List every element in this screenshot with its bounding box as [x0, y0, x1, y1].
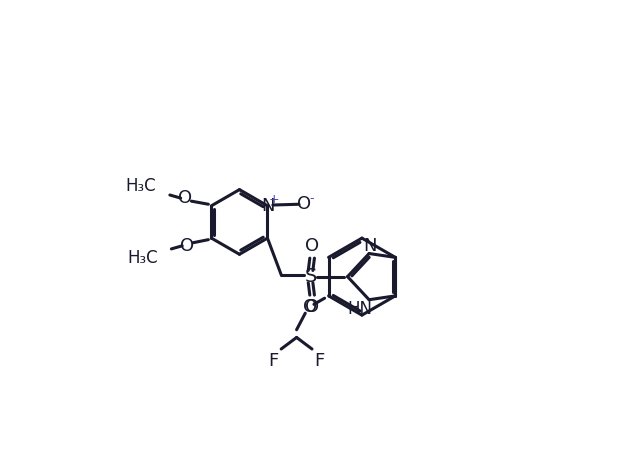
Text: HN: HN — [348, 300, 372, 318]
Text: O: O — [178, 189, 193, 207]
Text: N: N — [363, 237, 376, 255]
Text: O: O — [305, 237, 319, 255]
Text: F: F — [268, 352, 278, 370]
Text: N: N — [262, 197, 275, 215]
Text: H₃C: H₃C — [127, 249, 157, 267]
Text: S: S — [305, 267, 317, 286]
Text: -: - — [309, 192, 314, 204]
Text: O: O — [180, 237, 194, 255]
Text: H₃C: H₃C — [125, 177, 156, 195]
Text: +: + — [269, 193, 280, 206]
Text: O: O — [305, 298, 319, 316]
Text: O: O — [303, 298, 317, 316]
Text: F: F — [315, 352, 325, 370]
Text: O: O — [298, 195, 312, 213]
